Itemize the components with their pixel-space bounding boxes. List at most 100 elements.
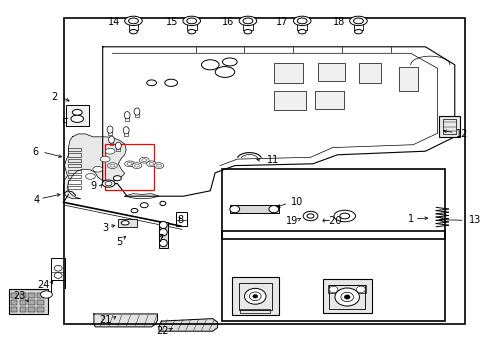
Ellipse shape <box>124 16 142 26</box>
Text: 23: 23 <box>13 291 25 301</box>
Bar <box>176 212 186 226</box>
Ellipse shape <box>105 181 112 186</box>
Bar <box>159 222 167 248</box>
Ellipse shape <box>156 164 161 167</box>
Ellipse shape <box>121 221 129 225</box>
Bar <box>239 309 269 313</box>
Ellipse shape <box>215 67 234 77</box>
Ellipse shape <box>201 60 219 70</box>
Bar <box>66 105 89 126</box>
Text: 16: 16 <box>222 17 234 27</box>
Text: 19: 19 <box>285 216 298 226</box>
Bar <box>328 285 364 309</box>
Text: 17: 17 <box>276 17 288 27</box>
Bar <box>232 277 278 315</box>
Bar <box>68 148 81 151</box>
Ellipse shape <box>243 18 252 24</box>
Ellipse shape <box>356 286 365 293</box>
Text: 22: 22 <box>156 326 168 336</box>
Bar <box>9 289 48 314</box>
Ellipse shape <box>349 16 366 26</box>
Bar <box>128 22 138 30</box>
Ellipse shape <box>339 213 349 219</box>
Bar <box>327 285 365 293</box>
Ellipse shape <box>110 164 115 167</box>
Text: 3: 3 <box>102 222 108 233</box>
Bar <box>222 231 444 321</box>
Ellipse shape <box>128 18 138 24</box>
Bar <box>315 91 343 109</box>
Ellipse shape <box>252 294 257 298</box>
Bar <box>11 300 17 305</box>
Text: 1: 1 <box>407 214 413 224</box>
Ellipse shape <box>249 292 261 301</box>
Bar <box>297 22 306 30</box>
Ellipse shape <box>164 79 177 86</box>
Ellipse shape <box>159 239 167 247</box>
Bar <box>20 307 26 312</box>
Bar <box>51 258 65 280</box>
Ellipse shape <box>108 136 114 143</box>
Bar <box>20 293 26 298</box>
Bar <box>28 300 35 305</box>
Bar <box>68 180 81 184</box>
Bar <box>124 132 128 136</box>
Text: 2: 2 <box>51 92 58 102</box>
Text: 21: 21 <box>99 315 111 325</box>
Ellipse shape <box>183 16 200 26</box>
Bar <box>135 113 139 117</box>
Bar <box>105 144 154 190</box>
Bar <box>11 293 17 298</box>
Ellipse shape <box>353 18 363 24</box>
Ellipse shape <box>149 162 154 165</box>
Bar <box>28 307 35 312</box>
Text: 13: 13 <box>468 215 480 225</box>
Bar <box>243 22 252 30</box>
Ellipse shape <box>132 163 142 168</box>
Ellipse shape <box>146 80 156 86</box>
Ellipse shape <box>154 163 163 168</box>
Ellipse shape <box>187 30 195 34</box>
Bar <box>108 131 112 135</box>
Ellipse shape <box>159 221 167 229</box>
Ellipse shape <box>333 210 355 222</box>
Ellipse shape <box>139 157 149 163</box>
Bar <box>68 164 81 167</box>
Ellipse shape <box>54 273 62 278</box>
Ellipse shape <box>354 30 362 34</box>
Ellipse shape <box>303 211 317 221</box>
Text: 5: 5 <box>117 237 122 247</box>
Ellipse shape <box>268 206 278 213</box>
Text: ←20: ←20 <box>321 216 342 226</box>
Polygon shape <box>159 319 217 331</box>
Bar <box>37 293 43 298</box>
Text: 15: 15 <box>165 17 178 27</box>
Text: 6: 6 <box>32 147 38 157</box>
Ellipse shape <box>115 142 121 149</box>
Bar <box>68 159 81 162</box>
Bar <box>11 307 17 312</box>
Bar <box>37 300 43 305</box>
Bar <box>118 219 137 227</box>
Bar <box>186 22 196 30</box>
Ellipse shape <box>159 229 167 236</box>
Ellipse shape <box>107 163 117 168</box>
Text: 12: 12 <box>455 129 467 139</box>
Bar <box>20 300 26 305</box>
Ellipse shape <box>124 161 134 167</box>
Ellipse shape <box>334 288 359 306</box>
Bar <box>125 117 129 121</box>
Bar <box>68 175 81 178</box>
Ellipse shape <box>160 201 165 206</box>
Bar <box>438 116 459 137</box>
Ellipse shape <box>140 203 148 208</box>
Ellipse shape <box>328 286 337 293</box>
Polygon shape <box>63 134 126 199</box>
Text: 9: 9 <box>90 181 97 191</box>
Ellipse shape <box>123 127 129 134</box>
Ellipse shape <box>105 148 115 154</box>
Ellipse shape <box>297 18 306 24</box>
Text: 10: 10 <box>290 197 303 207</box>
Bar <box>68 153 81 157</box>
Bar <box>109 141 113 145</box>
